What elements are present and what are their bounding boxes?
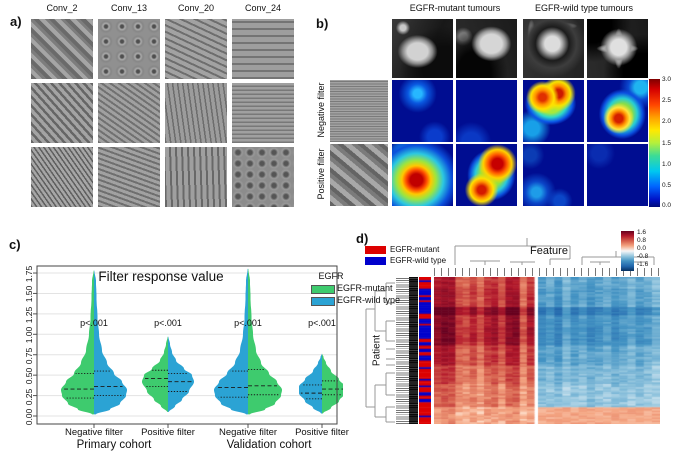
ct-image — [523, 19, 584, 78]
legend-swatch — [311, 285, 335, 294]
panel-d-label: d) — [356, 231, 369, 246]
legend-entry-label: EGFR-mutant — [337, 283, 393, 293]
activation-heatmap — [523, 80, 584, 142]
p-value-label: p<.001 — [308, 318, 336, 328]
positive-heatmaps-wildtype — [523, 144, 648, 206]
cohort-label: Primary cohort — [76, 439, 152, 451]
positive-heatmaps-mutant — [392, 144, 517, 206]
filter-patch — [31, 147, 93, 207]
negative-filter-patch — [330, 80, 388, 142]
activation-heatmap — [456, 80, 517, 142]
activation-heatmap — [587, 80, 648, 142]
filter-patch — [98, 83, 160, 143]
ct-image — [392, 19, 453, 78]
filter-patch — [165, 83, 227, 143]
legend-title: EGFR — [318, 271, 344, 281]
cohort-label: Validation cohort — [226, 439, 312, 451]
colorbar-tick: 2.5 — [662, 97, 672, 104]
filter-patch — [98, 147, 160, 207]
column-dendrogram — [454, 238, 655, 265]
mutant-legend-label: EGFR-mutant — [390, 245, 440, 254]
x-tick-label: Positive filter — [295, 427, 349, 438]
colorbar-tick: 0.5 — [662, 182, 672, 189]
conv-column-header: Conv_13 — [110, 3, 148, 13]
negative-heatmaps-wildtype — [523, 80, 648, 142]
activation-heatmap — [392, 80, 453, 142]
panel-b-label: b) — [316, 16, 329, 31]
panel-a-filter-grid: Conv_2 Conv_13 Conv_20 Conv_24 — [31, 3, 294, 207]
legend-swatch — [311, 297, 335, 306]
positive-filter-row-label: Positive filter — [316, 148, 326, 200]
colorbar-tick: 0.8 — [637, 237, 647, 244]
column-dendrogram-comb — [434, 268, 660, 276]
jet-colorbar — [649, 79, 660, 207]
feature-axis-label: Feature — [530, 245, 568, 257]
wildtype-legend-label: EGFR-wild type — [390, 256, 447, 265]
colorbar-tick: -0.8 — [637, 253, 649, 260]
negative-heatmaps-mutant — [392, 80, 517, 142]
diverging-colorbar — [621, 231, 634, 271]
conv-column-header: Conv_20 — [177, 3, 215, 13]
filter-patch — [232, 83, 294, 143]
filter-patch — [31, 19, 93, 79]
colorbar-tick: 0.0 — [662, 202, 672, 209]
ct-images-mutant — [392, 19, 517, 78]
colorbar-tick: 0.0 — [637, 245, 647, 252]
ct-image — [456, 19, 517, 78]
p-value-label: p<.001 — [80, 318, 108, 328]
mutant-group-header: EGFR-mutant tumours — [409, 3, 501, 13]
p-value-label: p<.001 — [154, 318, 182, 328]
legend-entry-label: EGFR-wild type — [337, 295, 401, 305]
y-tick-label: 1.75 — [24, 265, 34, 283]
colorbar-tick: 2.0 — [662, 118, 672, 125]
colorbar-tick: 1.5 — [662, 140, 672, 147]
row-dendrogram — [365, 282, 395, 423]
patient-class-annotation — [419, 277, 431, 424]
filter-patch — [232, 19, 294, 79]
ct-image — [587, 19, 648, 78]
filter-patch — [165, 19, 227, 79]
activation-heatmap — [392, 144, 453, 206]
filter-patch — [98, 19, 160, 79]
panel-a-label: a) — [10, 14, 22, 29]
mutant-legend-swatch — [365, 246, 386, 254]
activation-heatmap — [523, 144, 584, 206]
x-tick-label: Negative filter — [64, 427, 124, 438]
panel-c-label: c) — [9, 237, 21, 252]
wildtype-group-header: EGFR-wild type tumours — [534, 3, 634, 13]
x-tick-label: Positive filter — [141, 427, 195, 438]
colorbar-tick: -1.6 — [637, 261, 649, 268]
violin-plot — [33, 265, 343, 428]
activation-heatmap — [587, 144, 648, 206]
chart-title: Filter response value — [98, 269, 224, 284]
filter-patch — [165, 147, 227, 207]
filter-patch — [31, 83, 93, 143]
ct-images-wildtype — [523, 19, 648, 78]
filter-patch — [232, 147, 294, 207]
conv-column-header: Conv_24 — [244, 3, 282, 13]
colorbar-tick: 3.0 — [662, 76, 672, 83]
clustered-heatmap — [434, 277, 660, 424]
row-dendrogram-comb — [396, 277, 409, 424]
p-value-label: p<.001 — [234, 318, 262, 328]
patient-id-strip — [409, 277, 418, 424]
positive-filter-patch — [330, 144, 388, 206]
colorbar-tick: 1.6 — [637, 229, 647, 236]
x-tick-label: Negative filter — [218, 427, 278, 438]
wildtype-legend-swatch — [365, 257, 386, 265]
colorbar-tick: 1.0 — [662, 161, 672, 168]
activation-heatmap — [456, 144, 517, 206]
conv-column-header: Conv_2 — [46, 3, 78, 13]
